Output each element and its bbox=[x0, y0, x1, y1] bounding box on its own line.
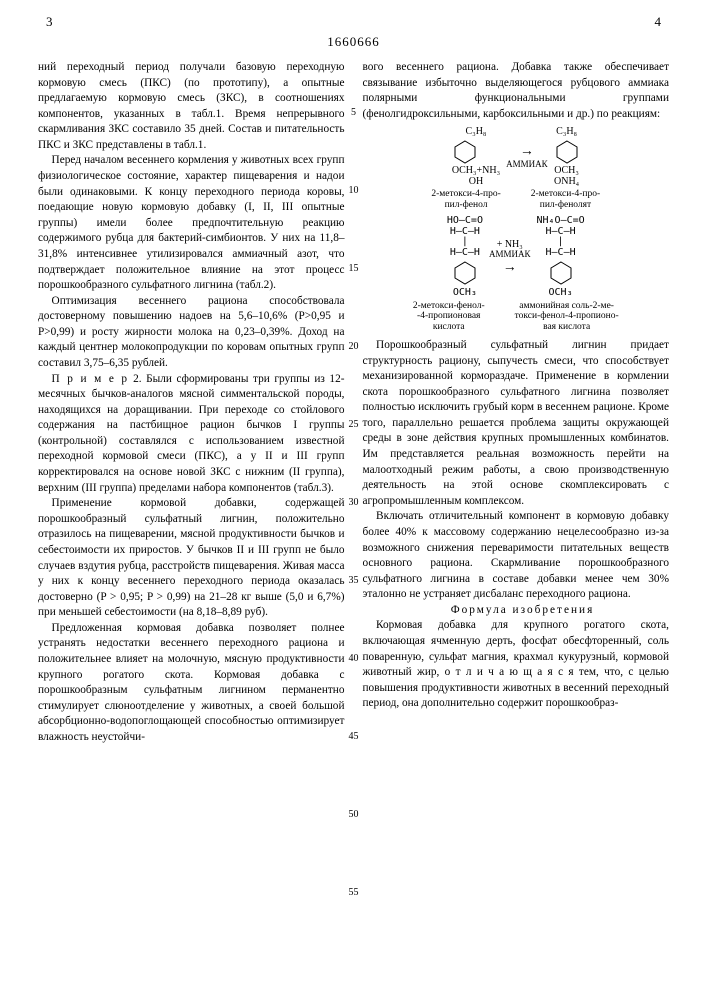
line-number: 25 bbox=[346, 420, 362, 430]
line-number: 30 bbox=[346, 498, 362, 508]
line-number: 45 bbox=[346, 732, 362, 742]
para-r2: Порошкообразный сульфатный лигнин придае… bbox=[363, 338, 670, 509]
c1-left-sub: OCH₃+NH₃ bbox=[452, 165, 500, 176]
para-r3: Включать отличительный компонент в кормо… bbox=[363, 509, 670, 602]
c2-plus-lbl: АММИАК bbox=[489, 250, 531, 260]
c2-chain-l: H—C—H | H—C—H bbox=[447, 227, 483, 259]
c1-right-top: C₃H₈ bbox=[554, 126, 580, 137]
line-number: 40 bbox=[346, 654, 362, 664]
line-number: 20 bbox=[346, 342, 362, 352]
c1-right-sub: OCH₃ bbox=[554, 165, 580, 176]
c1-left-top: C₃H₈ bbox=[452, 126, 500, 137]
c2-sub-r: OCH₃ bbox=[536, 288, 584, 299]
chem-scheme-1: C₃H₈ OCH₃+NH₃ OH → АММИАК C₃H₈ OCH bbox=[363, 126, 670, 210]
line-number: 10 bbox=[346, 186, 362, 196]
c1-arrow-lbl: АММИАК bbox=[506, 160, 548, 170]
page-header: 3 4 bbox=[38, 14, 669, 30]
c1-lbl-left: 2-метокси-4-про- пил-фенол bbox=[431, 189, 500, 210]
c2-arrow: → bbox=[489, 260, 531, 275]
benzene-ring-icon bbox=[548, 260, 574, 286]
line-number: 55 bbox=[346, 888, 362, 898]
benzene-ring-icon bbox=[452, 139, 478, 165]
formula-title: Формула изобретения bbox=[363, 603, 670, 619]
c2-chain-r: H—C—H | H—C—H bbox=[536, 227, 584, 259]
c1-left-oh: OH bbox=[452, 176, 500, 187]
c1-lbl-right: 2-метокси-4-про- пил-фенолят bbox=[531, 189, 600, 210]
para-l3: Оптимизация весеннего рациона способство… bbox=[38, 294, 345, 372]
line-number: 50 bbox=[346, 810, 362, 820]
para-l4: П р и м е р 2. Были сформированы три гру… bbox=[38, 372, 345, 497]
c1-arrow: → bbox=[506, 144, 548, 159]
two-column-body: ний переходный период получали базовую п… bbox=[38, 60, 669, 980]
patent-page: 3 4 1660666 5 10 15 20 25 30 35 40 45 50 55 ний пе… bbox=[0, 0, 707, 1000]
para-l4-body: 2. Были сформированы три группы из 12-ме… bbox=[38, 373, 345, 494]
para-l6: Предложенная кормовая добавка позволяет … bbox=[38, 621, 345, 746]
line-number: 5 bbox=[346, 108, 362, 118]
line-number: 35 bbox=[346, 576, 362, 586]
benzene-ring-icon bbox=[452, 260, 478, 286]
para-l2: Перед началом весеннего кормления у живо… bbox=[38, 153, 345, 293]
line-number: 15 bbox=[346, 264, 362, 274]
benzene-ring-icon bbox=[554, 139, 580, 165]
example-label: П р и м е р bbox=[52, 373, 129, 385]
para-l5: Применение кормовой добавки, содержащей … bbox=[38, 496, 345, 621]
c2-sub-l: OCH₃ bbox=[447, 288, 483, 299]
patent-number: 1660666 bbox=[38, 34, 669, 50]
c2-lbl-right: аммонийная соль-2-ме- токси-фенол-4-проп… bbox=[515, 301, 619, 332]
para-r1: вого весеннего рациона. Добавка также об… bbox=[363, 60, 670, 122]
page-col-right: 4 bbox=[655, 14, 662, 30]
para-l1: ний переходный период получали базовую п… bbox=[38, 60, 345, 153]
para-r4: Кормовая добавка для крупного рогатого с… bbox=[363, 618, 670, 711]
page-col-left: 3 bbox=[46, 14, 53, 30]
c1-right-oh: ONH₄ bbox=[554, 176, 580, 187]
chem-scheme-2: HO—C=O H—C—H | H—C—H OCH₃ + NH₃ АММИАК →… bbox=[363, 216, 670, 332]
c2-lbl-left: 2-метокси-фенол- -4-пропионовая кислота bbox=[413, 301, 485, 332]
